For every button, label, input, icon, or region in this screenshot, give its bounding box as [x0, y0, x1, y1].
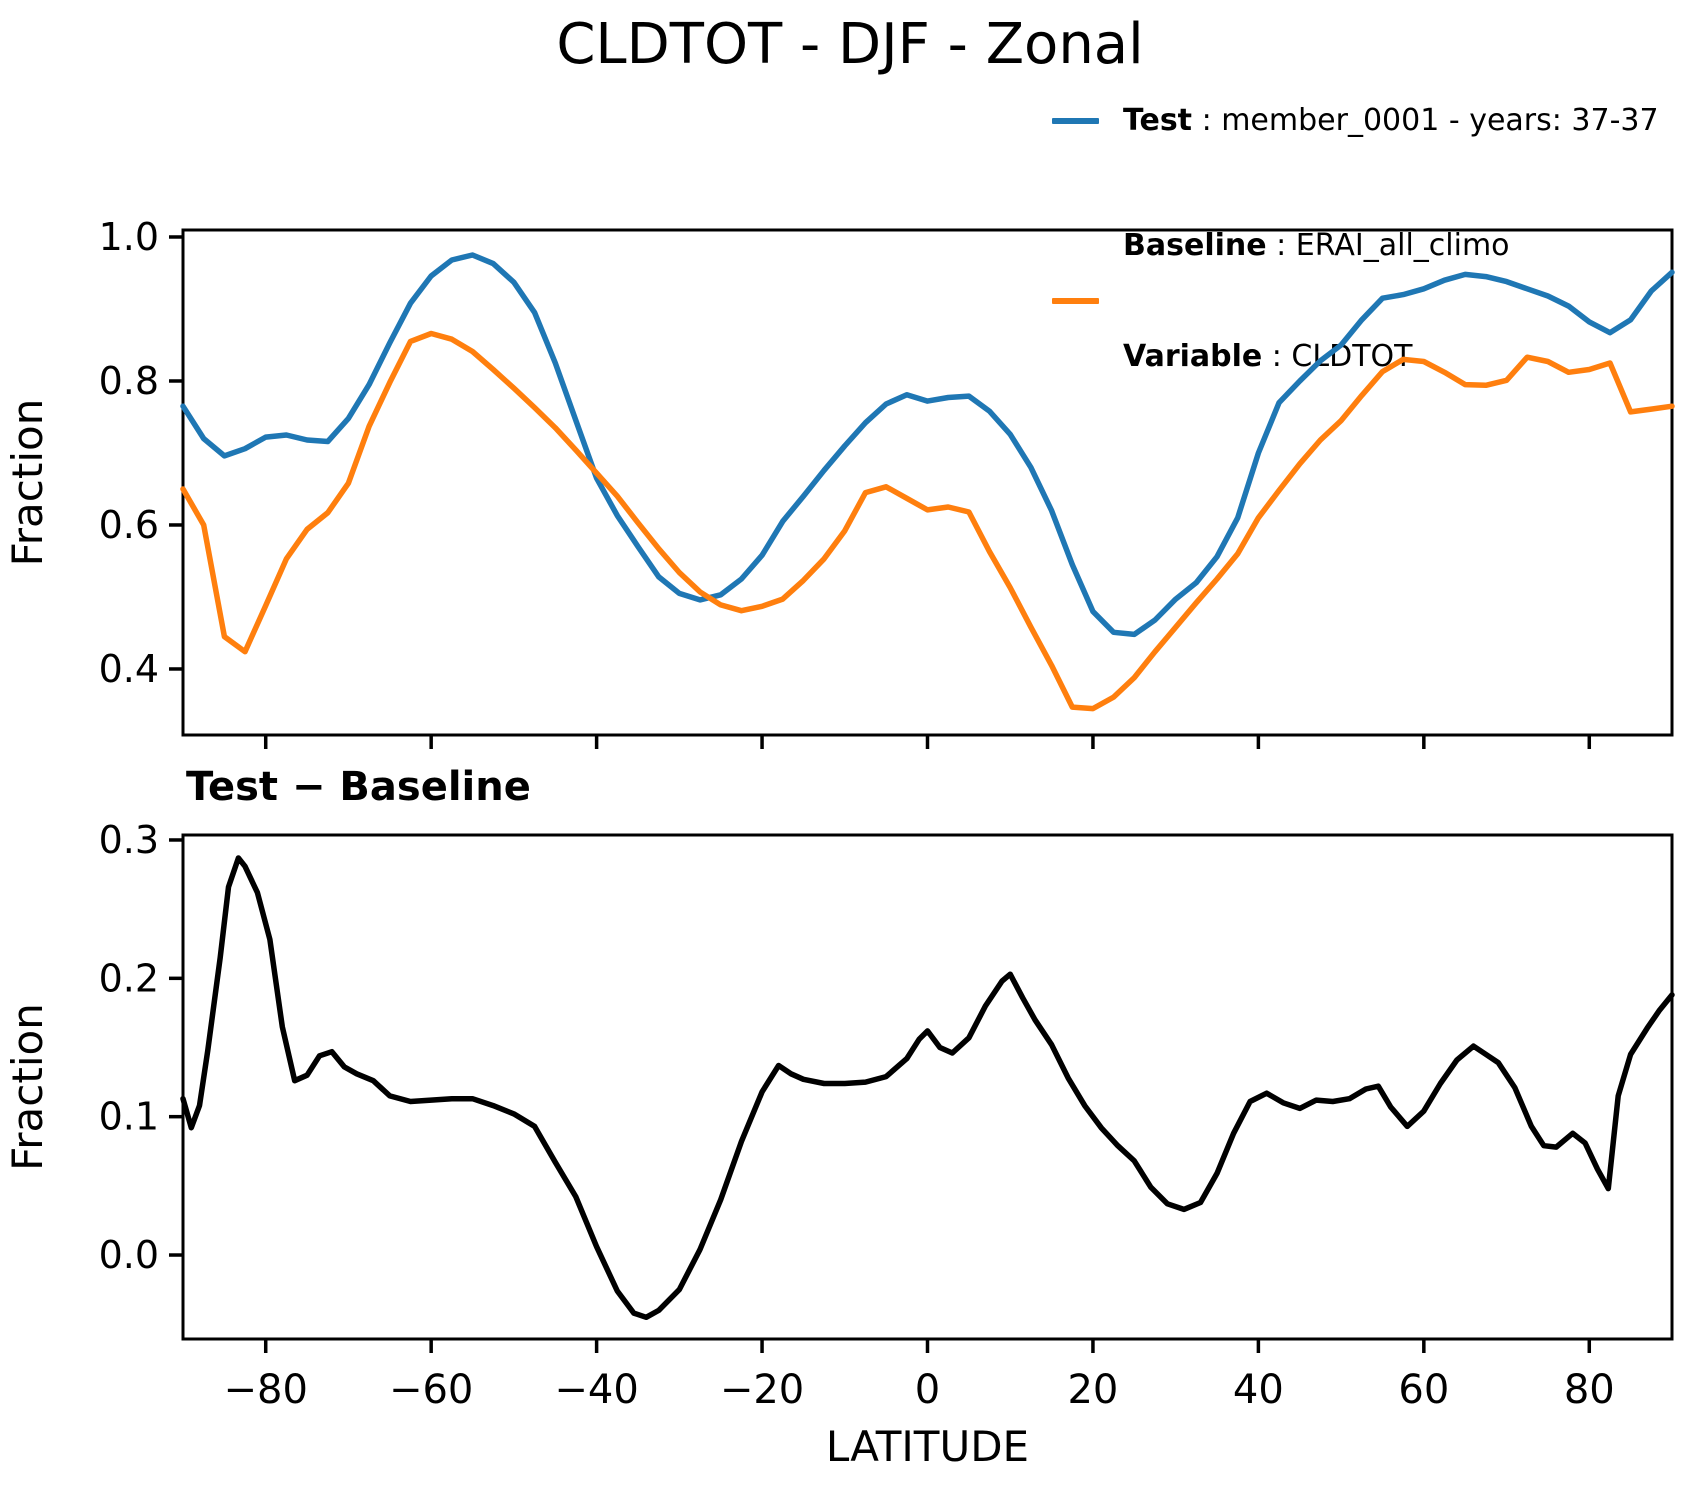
bottom-panel-axes	[181, 833, 1674, 1341]
y-tick-label: 0.6	[99, 503, 159, 547]
x-tick-label: 0	[915, 1367, 940, 1413]
x-tick-label: −20	[720, 1367, 804, 1413]
series-line-test	[180, 252, 1675, 638]
difference-panel-title: Test − Baseline	[186, 764, 531, 810]
x-axis-label: LATITUDE	[826, 1422, 1029, 1471]
y-tick-label: 0.2	[99, 956, 159, 1000]
x-tick-label: 20	[1067, 1367, 1118, 1413]
x-tick-label: 80	[1564, 1367, 1615, 1413]
y-tick-label: 0.8	[99, 359, 159, 403]
legend-test-label: Test : member_0001 - years: 37-37	[1123, 103, 1659, 138]
y-tick-label: 0.0	[99, 1233, 159, 1277]
x-tick-label: 60	[1398, 1367, 1449, 1413]
series-line-baseline	[180, 330, 1675, 712]
x-tick-label: 40	[1233, 1367, 1284, 1413]
y-tick-label: 0.3	[99, 818, 159, 862]
x-tick-label: −80	[224, 1367, 308, 1413]
y-tick-label: 0.4	[99, 647, 159, 691]
test-line-swatch	[1052, 117, 1099, 124]
figure-title: CLDTOT - DJF - Zonal	[556, 12, 1144, 77]
x-tick-label: −40	[554, 1367, 638, 1413]
y-tick-label: 1.0	[99, 215, 159, 259]
y-axis-label: Fraction	[3, 399, 52, 567]
x-tick-label: −60	[389, 1367, 473, 1413]
baseline-line-swatch	[1052, 298, 1099, 304]
series-line-test-baseline	[180, 855, 1675, 1321]
y-tick-label: 0.1	[99, 1095, 159, 1139]
legend-item-test: Test : member_0001 - years: 37-37	[1052, 102, 1659, 139]
y-axis-label: Fraction	[3, 1003, 52, 1171]
